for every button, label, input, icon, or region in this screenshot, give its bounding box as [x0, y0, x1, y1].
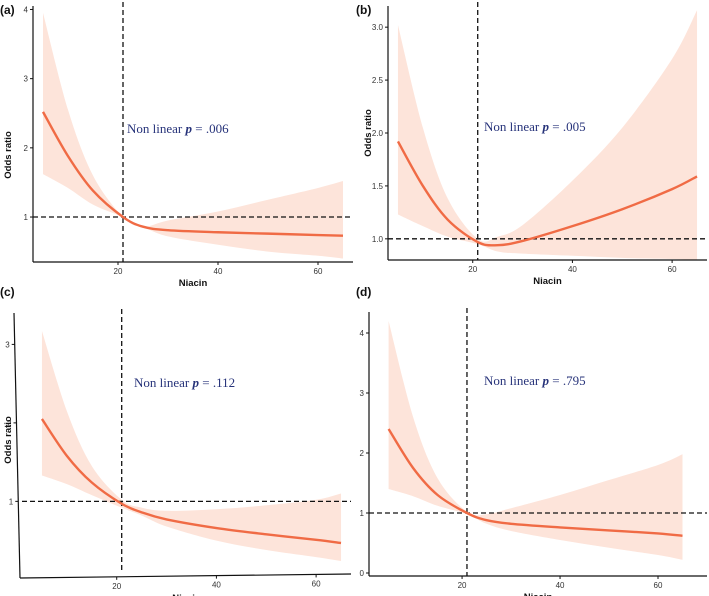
x-axis-title: Niacin	[172, 593, 201, 596]
x-tick-label: 60	[654, 581, 663, 590]
odds-ratio-curve	[387, 428, 683, 537]
x-tick-label: 20	[114, 267, 123, 276]
x-axis-title: Niacin	[524, 592, 553, 596]
y-tick-label: 3	[360, 389, 365, 398]
x-axis-title: Niacin	[179, 278, 208, 289]
y-tick-label: 1	[24, 213, 29, 222]
x-tick-label: 60	[312, 579, 321, 588]
y-tick-label: 2	[24, 144, 29, 153]
annotation-value: = .005	[549, 119, 586, 134]
nonlinear-p-annotation: Non linear p = .006	[127, 121, 229, 136]
x-axis-title: Niacin	[533, 276, 562, 287]
annotation-prefix: Non linear	[484, 373, 542, 388]
nonlinear-p-annotation: Non linear p = .005	[484, 119, 586, 134]
x-tick-label: 40	[212, 581, 221, 590]
y-tick-label: 1.5	[372, 182, 384, 191]
x-tick-label: 20	[468, 265, 477, 274]
chart-panel-b: 1.0 1.5 2.0 2.5 3.0 20 40 60 Niacin Odds ratio (b)…	[356, 2, 707, 287]
chart-panel-d: 0 1 2 3 4 20 40 60 Niacin (d) Non linear p = .795	[356, 285, 707, 596]
annotation-value: = .795	[549, 373, 586, 388]
y-tick-label: 0	[360, 569, 365, 578]
annotation-p-symbol: p	[541, 119, 549, 134]
annotation-prefix: Non linear	[134, 375, 192, 390]
y-tick-label: 3	[24, 75, 29, 84]
annotation-value: = .112	[199, 375, 235, 390]
y-tick-label: 1	[360, 509, 365, 518]
x-tick-label: 20	[458, 581, 467, 590]
annotation-p-symbol: p	[541, 373, 549, 388]
x-tick-label: 60	[314, 267, 323, 276]
x-tick-label: 40	[214, 267, 223, 276]
y-axis-title: Odds ratio	[3, 416, 14, 464]
annotation-value: = .006	[192, 121, 229, 136]
x-tick-label: 60	[668, 265, 677, 274]
y-tick-label: 1.0	[372, 235, 384, 244]
odds-ratio-curve	[41, 111, 344, 237]
panel-label: (c)	[0, 285, 15, 299]
y-tick-label: 2.0	[372, 129, 384, 138]
x-tick-label: 40	[556, 581, 565, 590]
nonlinear-p-annotation: Non linear p = .795	[484, 373, 586, 388]
x-tick-label: 40	[568, 265, 577, 274]
panel-label: (a)	[0, 3, 15, 17]
chart-panel-a: 1 2 3 4 20 40 60 Niacin Odds ratio (a) Non linear …	[0, 2, 353, 289]
ci-band	[41, 331, 342, 562]
odds-ratio-curve	[396, 140, 698, 247]
annotation-prefix: Non linear	[127, 121, 185, 136]
odds-ratio-curve	[40, 418, 342, 545]
panel-label: (d)	[356, 285, 371, 299]
x-tick-label: 20	[112, 582, 121, 591]
annotation-p-symbol: p	[184, 121, 192, 136]
y-axis-line	[13, 312, 21, 579]
ci-band	[388, 321, 683, 560]
ci-band	[397, 10, 698, 261]
chart-panel-c: 1 2 3 20 40 60 Niacin Odds ratio (c) Non linear p…	[0, 285, 352, 596]
y-tick-label: 4	[24, 5, 29, 14]
nonlinear-p-annotation: Non linear p = .112	[134, 375, 235, 390]
annotation-prefix: Non linear	[484, 119, 542, 134]
x-axis-line	[19, 573, 352, 579]
y-tick-label: 1	[9, 497, 14, 506]
y-tick-label: 4	[360, 329, 365, 338]
y-tick-label: 3.0	[372, 23, 384, 32]
y-axis-title: Odds ratio	[363, 109, 374, 157]
panel-label: (b)	[356, 3, 371, 17]
y-axis-title: Odds ratio	[3, 131, 14, 179]
y-tick-label: 2	[7, 419, 12, 428]
y-tick-label: 2	[360, 449, 365, 458]
annotation-p-symbol: p	[191, 375, 199, 390]
y-tick-label: 3	[5, 340, 10, 349]
y-tick-label: 2.5	[372, 76, 384, 85]
